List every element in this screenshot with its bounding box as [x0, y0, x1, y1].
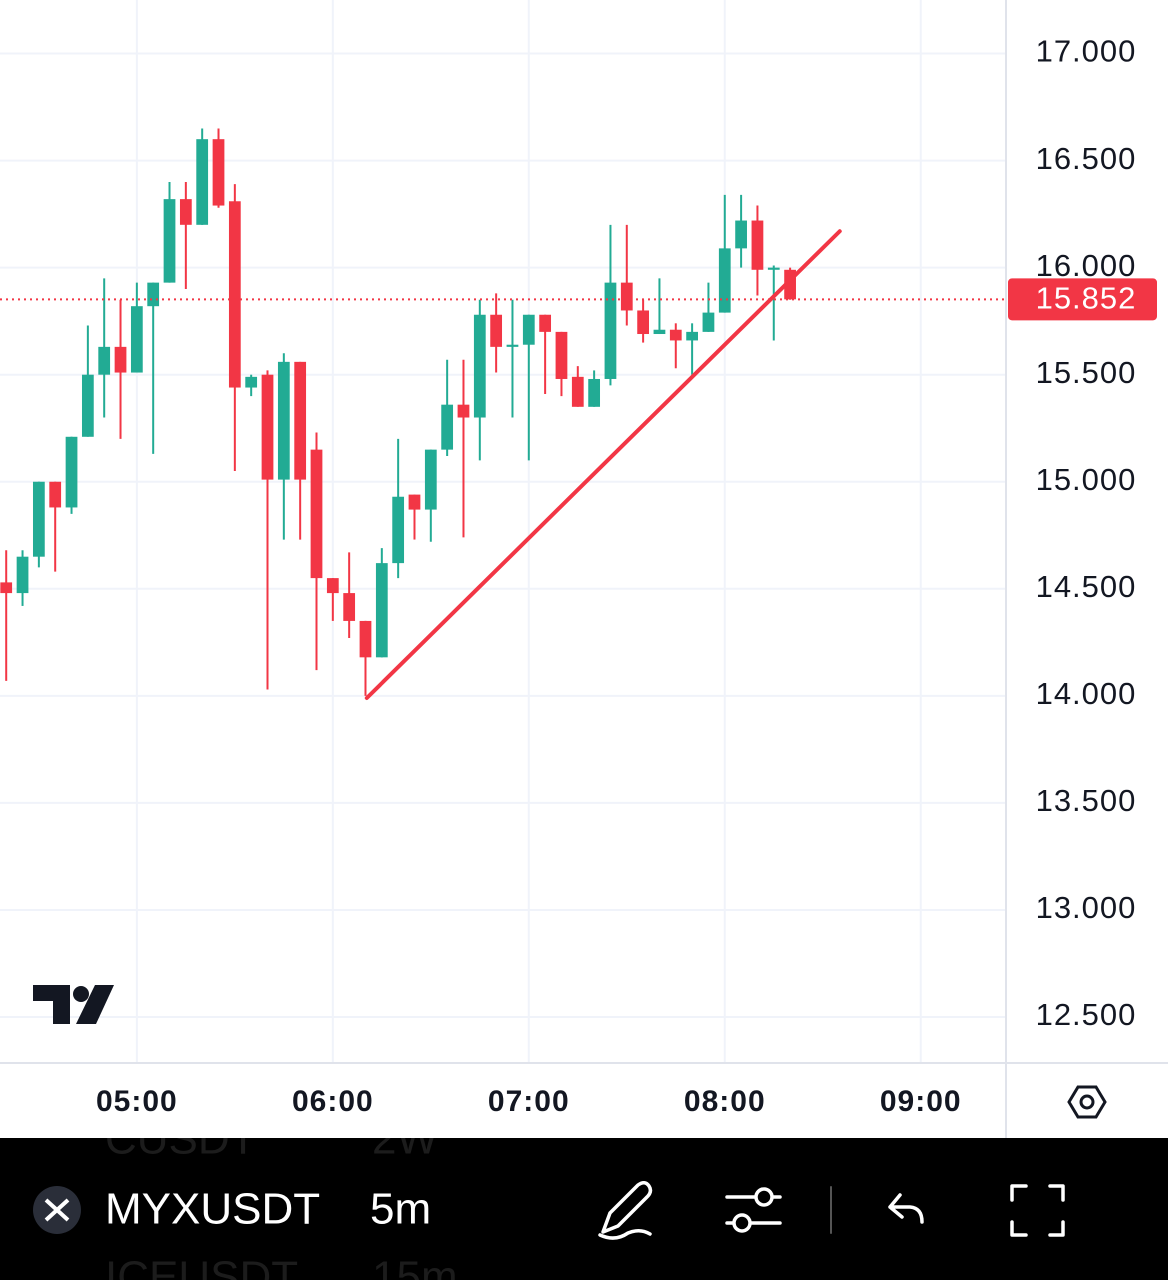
- candle-body: [326, 578, 339, 594]
- undo-button[interactable]: [888, 1193, 924, 1224]
- candle-body: [441, 404, 454, 450]
- ghost-interval: 2W: [372, 1115, 438, 1164]
- x-tick-label: 06:00: [292, 1085, 374, 1118]
- candle-body: [98, 346, 111, 375]
- candle-body: [620, 282, 633, 311]
- candle-body: [81, 374, 94, 437]
- tradingview-logo: [33, 985, 114, 1024]
- candle-body: [114, 346, 127, 373]
- x-tick-label: 08:00: [684, 1085, 766, 1118]
- candle-body: [718, 248, 731, 313]
- last-price-badge: [1008, 278, 1157, 321]
- candle-body: [604, 282, 617, 379]
- x-tick-label: 09:00: [880, 1085, 962, 1118]
- candle-body: [343, 593, 356, 621]
- candle-body: [408, 494, 421, 510]
- candle-body: [294, 361, 307, 480]
- candle-body: [0, 582, 13, 594]
- candle-body: [147, 282, 160, 307]
- settings-button[interactable]: [1067, 1085, 1107, 1119]
- candle-body: [228, 201, 241, 388]
- ghost-interval: 15m: [372, 1253, 458, 1280]
- draw-button[interactable]: [598, 1181, 653, 1240]
- y-tick-label: 16.500: [1036, 141, 1137, 176]
- ghost-list: CUSDT 2W ICEUSDT 15m: [105, 1115, 458, 1280]
- candle-body: [392, 496, 405, 564]
- y-tick-label: 13.500: [1036, 783, 1137, 818]
- candle-body: [261, 374, 274, 480]
- candle-body: [702, 312, 715, 332]
- candle-body: [751, 220, 764, 270]
- candle-body: [32, 481, 45, 557]
- y-tick-label: 15.000: [1036, 462, 1137, 497]
- fullscreen-button[interactable]: [1010, 1184, 1065, 1237]
- candle-body: [457, 404, 470, 418]
- candle-body: [130, 306, 143, 373]
- x-tick-label: 07:00: [488, 1085, 570, 1118]
- candle-body: [784, 269, 796, 300]
- candle-body: [686, 331, 698, 341]
- indicators-button[interactable]: [725, 1187, 782, 1233]
- candle-body: [637, 310, 650, 335]
- candle-body: [490, 314, 503, 347]
- candle-body: [555, 331, 568, 379]
- candle-body: [359, 620, 372, 658]
- candle-body: [310, 449, 323, 579]
- y-tick-label: 14.000: [1036, 676, 1137, 711]
- plot-area: [0, 0, 1006, 1062]
- y-tick-label: 17.000: [1036, 34, 1137, 69]
- candle-body: [767, 267, 780, 270]
- candle-body: [653, 329, 666, 335]
- candle-body: [245, 376, 258, 388]
- y-tick-label: 16.000: [1036, 248, 1137, 283]
- candle-body: [588, 378, 601, 407]
- interval[interactable]: 5m: [370, 1185, 431, 1234]
- candle-body: [277, 361, 290, 480]
- y-tick-label: 15.500: [1036, 355, 1137, 390]
- y-tick-label: 13.000: [1036, 890, 1137, 925]
- candle-body: [49, 481, 62, 508]
- toolbar: [0, 1138, 1168, 1280]
- ghost-symbol: CUSDT: [105, 1115, 257, 1164]
- y-tick-label: 12.500: [1036, 997, 1137, 1032]
- candle-body: [473, 314, 486, 418]
- candle-body: [506, 344, 519, 347]
- candle-body: [539, 314, 552, 332]
- candle-body: [375, 563, 388, 658]
- candle-body: [196, 139, 209, 225]
- y-tick-label: 14.500: [1036, 569, 1137, 604]
- candle-body: [16, 556, 29, 594]
- symbol[interactable]: MYXUSDT: [105, 1185, 320, 1234]
- candle-body: [424, 449, 437, 510]
- candle-body: [163, 199, 176, 283]
- exchange-icon-mark: [44, 1198, 70, 1222]
- last-price-label: 15.852: [1036, 281, 1137, 316]
- candle-body: [735, 220, 747, 249]
- candle-body: [212, 139, 225, 206]
- ghost-symbol: ICEUSDT: [105, 1253, 298, 1280]
- candle-body: [65, 436, 78, 508]
- candle-body: [669, 329, 682, 341]
- x-tick-label: 05:00: [96, 1085, 178, 1118]
- candle-body: [522, 314, 535, 345]
- candle-body: [571, 376, 584, 407]
- candle-body: [179, 199, 192, 225]
- trend-line: [364, 229, 842, 701]
